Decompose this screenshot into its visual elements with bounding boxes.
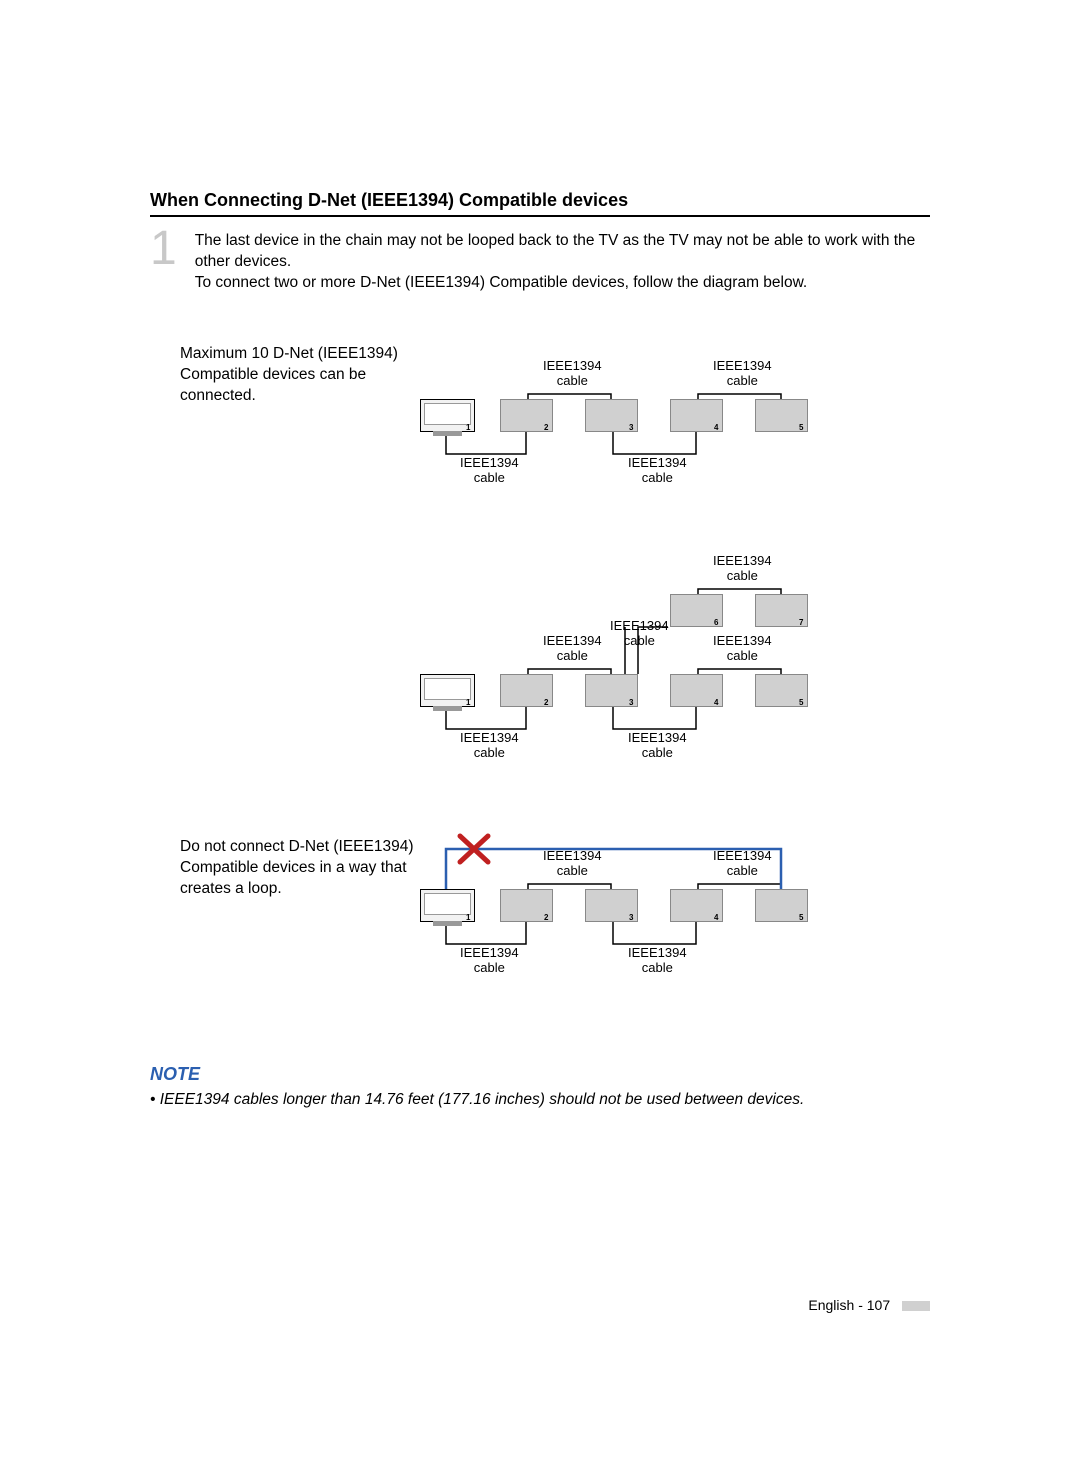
d2-num3: 3 — [629, 698, 633, 707]
d1-lbl-23: IEEE1394cable — [543, 359, 602, 389]
page-footer: English - 107 — [808, 1297, 930, 1313]
diagram-area: Maximum 10 D-Net (IEEE1394) Compatible d… — [150, 344, 930, 1024]
d2-lbl-36: IEEE1394cable — [610, 619, 669, 649]
d2-num6: 6 — [714, 618, 718, 627]
d1-lbl-45: IEEE1394cable — [713, 359, 772, 389]
section-title: When Connecting D-Net (IEEE1394) Compati… — [150, 190, 930, 217]
d3-num5: 5 — [799, 913, 803, 922]
d2-num4: 4 — [714, 698, 718, 707]
footer-text: English - 107 — [808, 1297, 890, 1313]
d3-lbl-23: IEEE1394cable — [543, 849, 602, 879]
note-heading: NOTE — [150, 1064, 930, 1085]
d3-num2: 2 — [544, 913, 548, 922]
d1-lbl-12: IEEE1394cable — [460, 456, 519, 486]
d2-num5: 5 — [799, 698, 803, 707]
d2-lbl-34: IEEE1394cable — [628, 731, 687, 761]
caption-no-loop: Do not connect D-Net (IEEE1394) Compatib… — [180, 837, 440, 900]
note-body: • IEEE1394 cables longer than 14.76 feet… — [150, 1091, 930, 1109]
d2-lbl-45: IEEE1394cable — [713, 634, 772, 664]
step-line-2: To connect two or more D-Net (IEEE1394) … — [195, 274, 808, 291]
step-text: The last device in the chain may not be … — [195, 227, 930, 294]
diagram-2-wires — [150, 544, 930, 794]
d2-lbl-67: IEEE1394cable — [713, 554, 772, 584]
d1-num3: 3 — [629, 423, 633, 432]
footer-bar-icon — [902, 1301, 930, 1311]
d2-num1: 1 — [466, 698, 470, 707]
d3-lbl-12: IEEE1394cable — [460, 946, 519, 976]
d1-num5: 5 — [799, 423, 803, 432]
d3-num3: 3 — [629, 913, 633, 922]
d2-num2: 2 — [544, 698, 548, 707]
d1-num2: 2 — [544, 423, 548, 432]
diagram-2-branch — [150, 544, 930, 794]
d3-lbl-45: IEEE1394cable — [713, 849, 772, 879]
d3-num1: 1 — [466, 913, 470, 922]
step-number: 1 — [150, 227, 177, 294]
d1-lbl-34: IEEE1394cable — [628, 456, 687, 486]
d1-num1: 1 — [466, 423, 470, 432]
step-line-1: The last device in the chain may not be … — [195, 232, 916, 270]
d3-num4: 4 — [714, 913, 718, 922]
d2-num7: 7 — [799, 618, 803, 627]
step-row: 1 The last device in the chain may not b… — [150, 227, 930, 294]
caption-max-devices: Maximum 10 D-Net (IEEE1394) Compatible d… — [180, 344, 440, 407]
d2-lbl-12: IEEE1394cable — [460, 731, 519, 761]
d1-num4: 4 — [714, 423, 718, 432]
d2-lbl-23: IEEE1394cable — [543, 634, 602, 664]
d3-lbl-34: IEEE1394cable — [628, 946, 687, 976]
